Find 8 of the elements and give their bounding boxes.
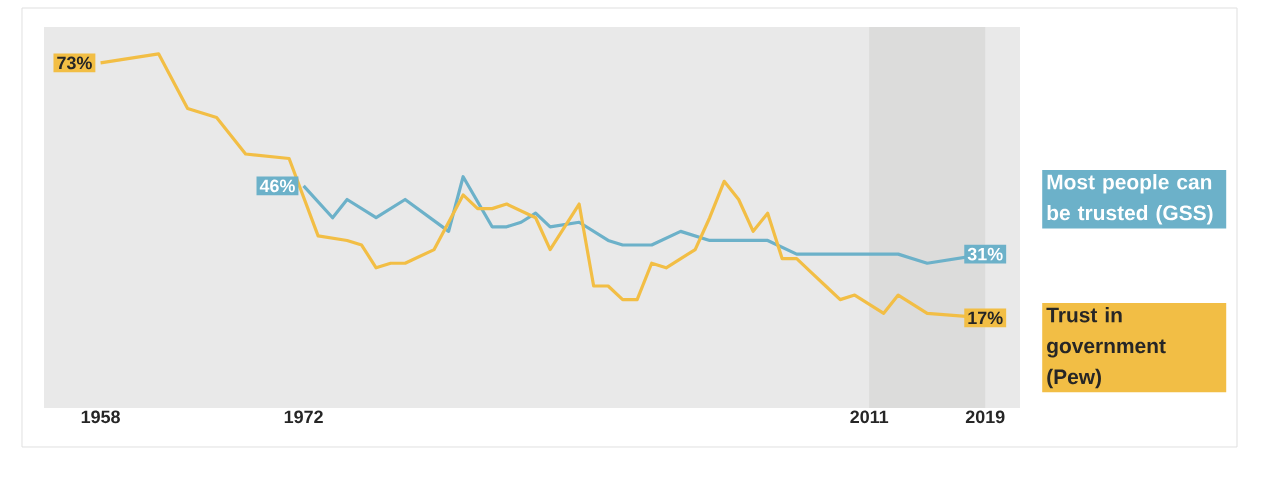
x-tick-label: 1958 bbox=[81, 410, 120, 424]
series-label: Trust in government (Pew) bbox=[1046, 307, 1166, 389]
text: Most people can be trusted (GSS) bbox=[1047, 174, 1213, 225]
data-label: 73% bbox=[57, 56, 92, 70]
x-tick-label: 1972 bbox=[284, 410, 323, 424]
data-label: 46% bbox=[259, 179, 295, 193]
x-tick-label: 2019 bbox=[965, 410, 1005, 424]
x-tick-label: 2011 bbox=[850, 410, 889, 424]
